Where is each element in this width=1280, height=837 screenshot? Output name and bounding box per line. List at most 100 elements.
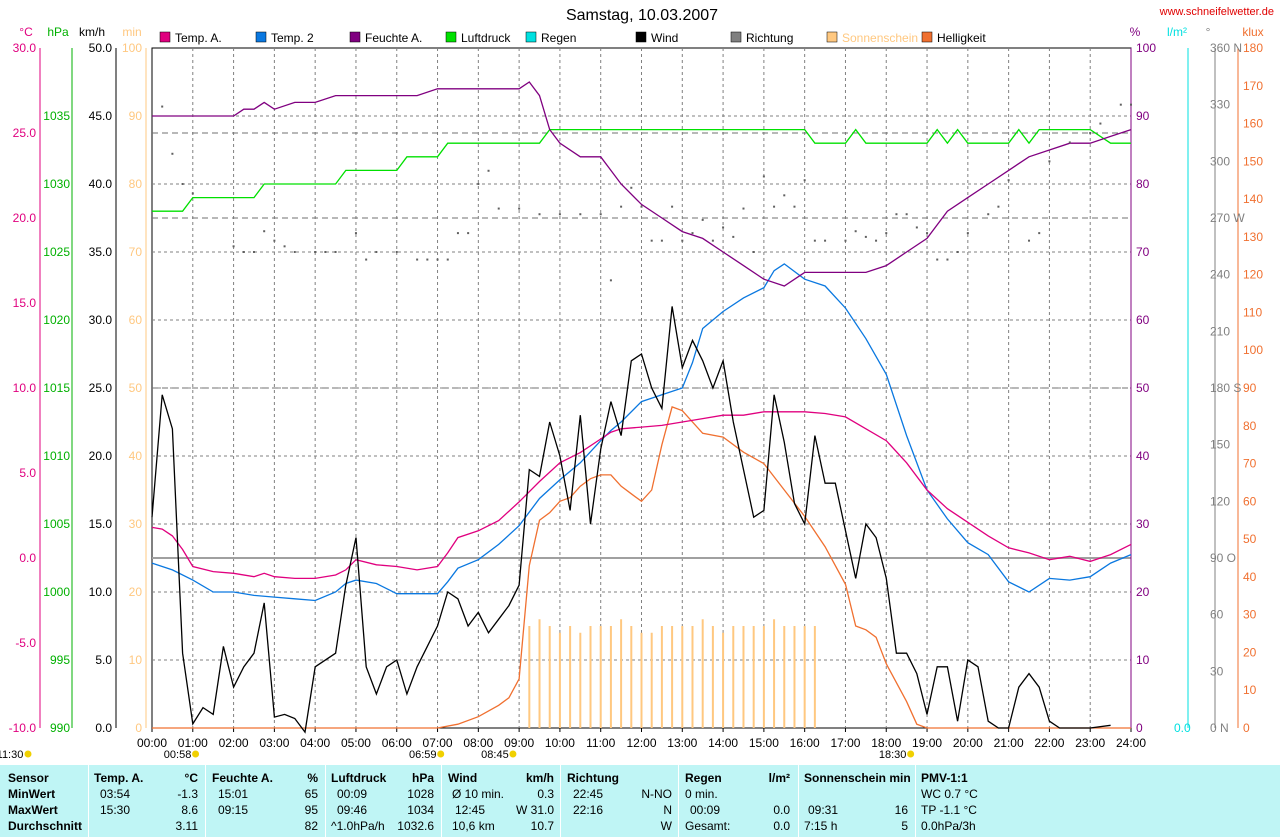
direction-point bbox=[620, 205, 623, 208]
x-tick-label: 24:00 bbox=[1116, 736, 1146, 750]
sun-marker-label: 18:30 bbox=[879, 749, 907, 761]
direction-point bbox=[599, 213, 602, 216]
stats-header-wind: Wind bbox=[448, 771, 478, 785]
x-tick-label: 18:00 bbox=[871, 736, 901, 750]
axis-tick-label: 60 bbox=[1136, 313, 1150, 327]
axis-unit-label: klux bbox=[1242, 25, 1263, 39]
direction-point bbox=[242, 251, 245, 253]
stats-header-feuchte-unit: % bbox=[307, 771, 318, 785]
stats-max-temp-time: 15:30 bbox=[100, 803, 131, 817]
direction-point bbox=[1119, 103, 1122, 106]
legend-label: Sonnenschein bbox=[842, 31, 918, 45]
direction-point bbox=[324, 251, 327, 253]
axis-tick-label: 0 N bbox=[1210, 721, 1229, 735]
stats-max-sonne-val: 16 bbox=[894, 803, 908, 817]
x-tick-label: 05:00 bbox=[341, 736, 371, 750]
direction-point bbox=[467, 232, 470, 235]
direction-point bbox=[446, 258, 449, 261]
direction-point bbox=[926, 232, 929, 235]
stats-max-wind-val: W 31.0 bbox=[515, 803, 554, 817]
x-tick-label: 15:00 bbox=[749, 736, 779, 750]
x-tick-label: 20:00 bbox=[953, 736, 983, 750]
x-tick-label: 07:00 bbox=[423, 736, 453, 750]
axis-tick-label: 100 bbox=[122, 41, 142, 55]
direction-point bbox=[273, 239, 276, 242]
stats-avg-wind-val: 10.7 bbox=[530, 819, 554, 833]
axis-tick-label: 140 bbox=[1243, 192, 1263, 206]
stats-header-sonne: Sonnenschein min bbox=[804, 771, 911, 785]
stats-avg-luft-info: ^1.0hPa/h bbox=[331, 819, 385, 833]
direction-point bbox=[997, 205, 1000, 208]
stats-max-wind-info: 12:45 bbox=[455, 803, 486, 817]
axis-tick-label: 160 bbox=[1243, 117, 1263, 131]
stats-avg-sonne-val: 5 bbox=[901, 819, 908, 833]
axis-tick-label: 5.0 bbox=[95, 653, 112, 667]
axis-tick-label: 80 bbox=[1243, 419, 1257, 433]
axis-tick-label: 30 bbox=[1243, 608, 1257, 622]
axis-tick-label: 1010 bbox=[43, 449, 70, 463]
axis-tick-label: 1005 bbox=[43, 517, 70, 531]
axis-tick-label: 25.0 bbox=[89, 381, 113, 395]
axis-unit-label: ° bbox=[1206, 25, 1211, 39]
stats-header-luftdruck: Luftdruck bbox=[331, 771, 387, 785]
stats-max-feuchte-time: 09:15 bbox=[218, 803, 249, 817]
direction-point bbox=[497, 207, 500, 210]
direction-point bbox=[252, 251, 255, 253]
axis-tick-label: 10.0 bbox=[89, 585, 113, 599]
axis-tick-label: 120 bbox=[1243, 268, 1263, 282]
direction-point bbox=[630, 186, 633, 189]
axis-tick-label: 40.0 bbox=[89, 177, 113, 191]
axis-tick-label: 0 bbox=[1243, 721, 1250, 735]
direction-point bbox=[354, 232, 357, 235]
axis-tick-label: 1030 bbox=[43, 177, 70, 191]
series-luftdruck bbox=[152, 128, 1131, 212]
legend-label: Temp. 2 bbox=[271, 31, 314, 45]
legend-label: Helligkeit bbox=[937, 31, 986, 45]
x-tick-label: 12:00 bbox=[626, 736, 656, 750]
stats-min-regen-info: 0 min. bbox=[685, 787, 718, 801]
legend-swatch bbox=[525, 31, 537, 43]
axis-tick-label: 15.0 bbox=[13, 296, 37, 310]
stats-header-pmv: PMV-1:1 bbox=[921, 771, 968, 785]
axis-tick-label: 170 bbox=[1243, 79, 1263, 93]
axis-tick-label: 50 bbox=[1243, 532, 1257, 546]
x-tick-label: 02:00 bbox=[219, 736, 249, 750]
axis-tick-label: 60 bbox=[1243, 494, 1257, 508]
sun-marker-label: 11:30 bbox=[0, 749, 23, 761]
direction-point bbox=[375, 251, 378, 253]
axis-tick-label: 90 bbox=[129, 109, 143, 123]
direction-point bbox=[609, 279, 612, 282]
axis-tick-label: 1025 bbox=[43, 245, 70, 259]
direction-point bbox=[365, 258, 368, 261]
direction-point bbox=[773, 205, 776, 208]
x-tick-label: 08:00 bbox=[463, 736, 493, 750]
legend-swatch bbox=[349, 31, 361, 43]
x-tick-label: 21:00 bbox=[994, 736, 1024, 750]
stats-max-feuchte-val: 95 bbox=[304, 803, 318, 817]
axis-unit-label: min bbox=[122, 25, 141, 39]
stats-min-temp-time: 03:54 bbox=[100, 787, 131, 801]
axis-tick-label: 30.0 bbox=[13, 41, 37, 55]
sun-marker-icon bbox=[437, 750, 445, 758]
direction-point bbox=[263, 230, 266, 233]
direction-point bbox=[171, 152, 174, 155]
stats-max-regen-val: 0.0 bbox=[773, 803, 790, 817]
direction-point bbox=[854, 230, 857, 233]
direction-point bbox=[436, 258, 439, 261]
axis-tick-label: 40 bbox=[1136, 449, 1150, 463]
direction-point bbox=[477, 183, 480, 185]
axis-tick-label: 20 bbox=[129, 585, 143, 599]
direction-point bbox=[722, 226, 725, 229]
direction-point bbox=[640, 205, 643, 208]
series-temp-2 bbox=[151, 263, 1132, 602]
stats-min-feuchte-val: 65 bbox=[304, 787, 318, 801]
direction-point bbox=[875, 239, 878, 242]
axes: °C hPa km/h min% l/m² ° klux 30.0 25.0 20.0 15.0 10… bbox=[0, 25, 1264, 761]
direction-point bbox=[711, 239, 714, 242]
site-link[interactable]: www.schneifelwetter.de bbox=[1159, 6, 1274, 18]
stats-header-wind-unit: km/h bbox=[525, 771, 554, 785]
legend-swatch bbox=[445, 31, 457, 43]
legend-swatch bbox=[826, 31, 838, 43]
direction-point bbox=[936, 258, 939, 261]
axis-unit-label: l/m² bbox=[1167, 25, 1187, 39]
